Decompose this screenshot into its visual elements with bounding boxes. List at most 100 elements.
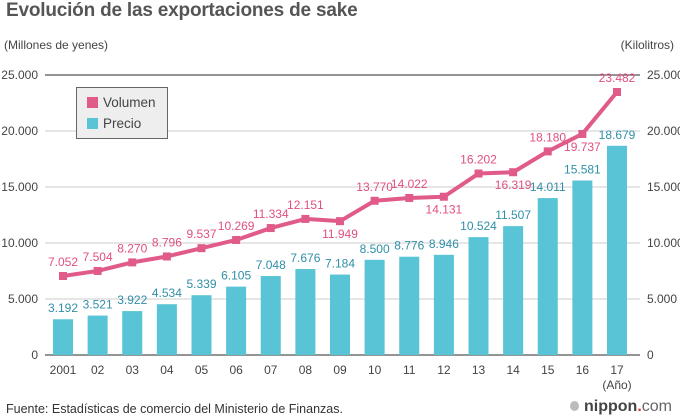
volume-data-label: 12.151 xyxy=(287,198,324,212)
left-axis-unit: (Millones de yenes) xyxy=(4,38,109,52)
price-bar xyxy=(191,295,212,355)
volume-line-series xyxy=(59,88,621,281)
volume-marker xyxy=(405,193,414,202)
volume-data-label: 16.202 xyxy=(460,153,497,167)
price-bar xyxy=(572,180,593,355)
volume-data-label: 11.334 xyxy=(253,207,289,221)
brand-separator: . xyxy=(637,398,642,415)
volume-marker xyxy=(370,196,379,205)
volume-marker xyxy=(162,252,171,261)
x-tick-label: 16 xyxy=(576,363,590,377)
brand-tld: com xyxy=(641,398,672,415)
legend-item-volumen: Volumen xyxy=(87,95,156,110)
x-tick-label: 08 xyxy=(299,363,313,377)
price-bar xyxy=(122,311,143,355)
price-data-label: 8.776 xyxy=(394,239,424,253)
volume-data-label: 10.269 xyxy=(218,219,255,233)
volume-data-label: 7.504 xyxy=(83,250,113,264)
y-tick-label-right: 25.000 xyxy=(647,68,680,82)
price-data-label: 4.534 xyxy=(152,286,182,300)
x-tick-label: 03 xyxy=(126,363,140,377)
volume-data-label: 14.131 xyxy=(426,203,463,217)
volume-data-label: 14.022 xyxy=(391,177,428,191)
volume-marker xyxy=(336,217,344,226)
volume-data-label: 18.180 xyxy=(529,130,566,144)
volume-data-label: 13.770 xyxy=(356,180,393,194)
volume-marker xyxy=(266,224,275,233)
x-tick-label: 13 xyxy=(472,363,486,377)
x-tick-label: 17 xyxy=(610,363,624,377)
right-axis-unit: (Kilolitros) xyxy=(620,38,674,52)
volume-marker xyxy=(197,244,206,253)
volume-data-label: 19.737 xyxy=(564,140,601,154)
brand-name: nippon xyxy=(584,398,638,415)
price-data-label: 8.500 xyxy=(360,242,390,256)
volume-marker xyxy=(578,129,587,138)
y-tick-label-left: 25.000 xyxy=(1,68,38,82)
y-tick-label-right: 5.000 xyxy=(647,292,677,306)
volume-data-label: 7.052 xyxy=(48,255,78,269)
price-data-label: 3.922 xyxy=(117,293,147,307)
x-tick-label: 12 xyxy=(437,363,451,377)
volume-marker xyxy=(474,169,483,178)
volume-marker xyxy=(128,258,137,267)
legend-label-precio: Precio xyxy=(103,116,142,131)
volume-marker xyxy=(509,168,518,177)
y-tick-label-right: 10.000 xyxy=(647,236,680,250)
x-tick-label: 05 xyxy=(195,363,209,377)
volume-marker xyxy=(613,88,621,97)
x-tick-label: 09 xyxy=(333,363,347,377)
y-tick-label-left: 0 xyxy=(31,348,38,362)
price-bar xyxy=(87,315,108,355)
price-data-label: 7.184 xyxy=(325,257,355,271)
volume-data-label: 16.319 xyxy=(495,178,532,192)
volume-marker xyxy=(439,192,448,201)
price-bar xyxy=(226,286,247,355)
volume-marker xyxy=(301,214,310,223)
price-bar xyxy=(260,276,281,355)
legend-swatch-precio xyxy=(87,117,98,129)
volume-marker xyxy=(93,266,102,275)
price-data-label: 6.105 xyxy=(221,269,251,283)
price-bar xyxy=(468,237,489,355)
volume-data-label: 8.796 xyxy=(152,235,182,249)
x-axis-label: (Año) xyxy=(602,378,631,392)
volume-marker xyxy=(232,235,241,244)
legend-item-precio: Precio xyxy=(87,116,141,131)
volume-data-label: 23.482 xyxy=(599,71,636,85)
data-labels: 3.192 3.521 3.922 4.534 5.339 6.105 7.048 7.676… xyxy=(48,71,636,315)
x-tick-label: 04 xyxy=(160,363,174,377)
price-bar xyxy=(607,145,627,355)
volume-data-label: 8.270 xyxy=(117,241,147,255)
price-bar xyxy=(330,274,350,355)
volume-data-label: 9.537 xyxy=(186,227,216,241)
x-tick-label: 06 xyxy=(229,363,243,377)
price-data-label: 14.011 xyxy=(530,180,566,194)
brand-dot-icon xyxy=(570,400,579,411)
y-tick-label-left: 10.000 xyxy=(1,236,38,250)
volume-marker xyxy=(59,272,67,281)
y-tick-label-left: 5.000 xyxy=(8,292,38,306)
price-bar xyxy=(537,198,558,355)
x-tick-label: 15 xyxy=(541,363,555,377)
x-tick-label: 02 xyxy=(91,363,105,377)
price-bar xyxy=(364,259,385,355)
price-data-label: 18.679 xyxy=(599,128,636,142)
legend-label-volumen: Volumen xyxy=(103,95,156,110)
price-bar xyxy=(433,254,454,355)
price-data-label: 7.676 xyxy=(290,251,320,265)
price-bar xyxy=(399,256,420,355)
price-bar xyxy=(156,304,177,355)
price-data-label: 11.507 xyxy=(495,208,531,222)
y-tick-label-right: 0 xyxy=(647,348,654,362)
brand-logo[interactable]: nippon.com xyxy=(570,398,672,416)
volume-marker xyxy=(543,147,552,156)
price-bars xyxy=(53,145,627,355)
x-tick-label: 11 xyxy=(403,363,416,377)
x-tick-label: 2001 xyxy=(50,363,77,377)
source-note: Fuente: Estadísticas de comercio del Min… xyxy=(6,402,343,416)
price-bar xyxy=(53,319,73,355)
price-bar xyxy=(503,226,524,355)
price-data-label: 7.048 xyxy=(256,258,286,272)
